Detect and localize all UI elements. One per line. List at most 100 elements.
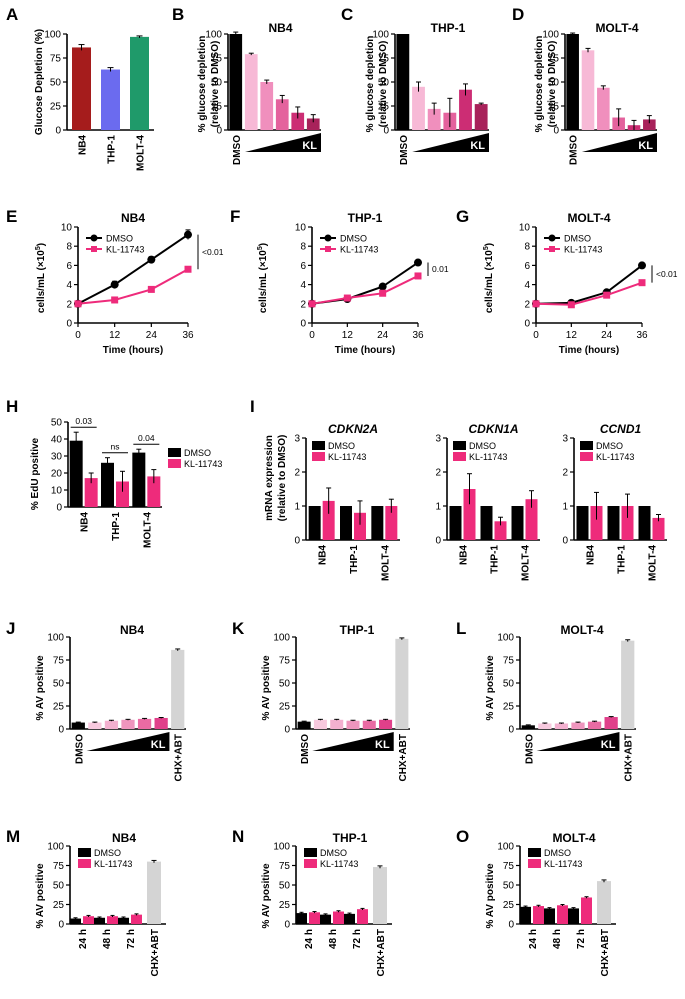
x-tick-label-f: 0 (309, 330, 315, 341)
x-tick-label-m: 48 h (102, 929, 113, 949)
bar-l (554, 723, 569, 729)
point-kl-e (111, 296, 119, 304)
ylabel-b-line2: (relative to DMSO) (210, 41, 221, 128)
x-tick-label-dmso-j: DMSO (74, 734, 85, 764)
x-tick-label-g: 24 (601, 330, 613, 341)
legend-label-dmso-i3: DMSO (596, 441, 623, 451)
bar-l (604, 717, 618, 729)
x-tick-label-i3: THP-1 (617, 545, 628, 574)
bar-l (587, 721, 602, 729)
y-tick-label-i3: 2 (562, 468, 568, 479)
point-kl-f (414, 272, 422, 280)
dose-wedge-label-d: KL (638, 140, 653, 152)
point-kl-g (603, 291, 611, 299)
y-tick-label-j: 100 (47, 633, 64, 644)
bar-dmso-m (118, 917, 129, 924)
bar-l (571, 722, 585, 729)
legend-label-dmso-h: DMSO (184, 448, 211, 458)
y-tick-label-k: 25 (279, 702, 291, 713)
y-tick-label-k: 100 (273, 633, 290, 644)
y-tick-label-i2: 2 (435, 468, 441, 479)
legend-label-dmso-i2: DMSO (469, 441, 496, 451)
x-tick-label-g: 36 (636, 330, 648, 341)
x-tick-label-i1: MOLT-4 (380, 545, 391, 581)
x-tick-label-h: NB4 (80, 512, 91, 532)
bar-dmso-m (70, 918, 81, 924)
y-tick-label-j: 75 (53, 656, 65, 667)
bar-c (459, 89, 472, 130)
ylabel-f: cells/mL (×105) (257, 243, 269, 313)
bar-kl-o (557, 905, 568, 924)
bar-a (101, 69, 120, 130)
p-value-g: <0.01 (656, 269, 678, 279)
bar-kl-i2 (494, 521, 507, 540)
y-tick-label-n: 25 (279, 900, 291, 911)
y-tick-label-i1: 3 (294, 434, 300, 445)
point-kl-f (379, 289, 387, 297)
y-tick-label-l: 75 (503, 656, 515, 667)
x-tick-label-o: 72 h (576, 929, 587, 949)
point-kl-g (532, 300, 540, 308)
bar-kl-h (147, 476, 161, 507)
legend-label-dmso-n: DMSO (320, 848, 347, 858)
x-tick-label-a: THP-1 (107, 135, 118, 164)
ylabel-e: cells/mL (×105) (35, 243, 47, 313)
ylabel-n: % AV positive (261, 863, 272, 928)
legend-label-kl-n: KL-11743 (320, 859, 358, 869)
y-tick-label-n: 100 (273, 842, 290, 853)
series-line-dmso-g (535, 264, 643, 305)
x-tick-label-n: 72 h (352, 929, 363, 949)
y-tick-label-f: 6 (300, 261, 306, 272)
x-tick-label-e: 36 (182, 330, 194, 341)
bar-b (260, 82, 274, 130)
legend-swatch-kl-o (528, 859, 541, 868)
p-value-h: 0.03 (75, 416, 92, 426)
y-tick-label-l: 25 (503, 702, 515, 713)
bar-dmso-i3 (576, 506, 589, 540)
p-value-e: <0.01 (202, 247, 224, 257)
legend-label-dmso-g: DMSO (564, 234, 591, 244)
legend-marker-dmso-e (90, 234, 98, 242)
dose-wedge-label-k: KL (375, 739, 390, 751)
dose-wedge-j (86, 732, 170, 751)
x-tick-label-f: 12 (342, 330, 354, 341)
y-tick-label-d: 25 (548, 102, 560, 113)
y-tick-label-c: 100 (372, 30, 389, 41)
legend-marker-kl-f (325, 246, 331, 252)
bar-dmso-n (344, 913, 355, 924)
y-tick-label-i2: 1 (435, 502, 441, 513)
series-line-kl-f (311, 275, 419, 305)
ylabel-k: % AV positive (261, 655, 272, 720)
legend-swatch-dmso-m (78, 848, 91, 857)
y-tick-label-g: 2 (524, 299, 530, 310)
x-tick-label-chxabt-n: CHX+ABT (376, 929, 387, 977)
y-tick-label-a: 75 (50, 54, 62, 65)
y-tick-label-c: 75 (378, 54, 390, 65)
cellsml-exp: 5 (257, 246, 264, 250)
static-text-layer: A B C D E F G H I J K L M N O Glucose De… (6, 5, 558, 929)
bar-j (137, 718, 152, 729)
bar-l (621, 640, 635, 729)
y-tick-label-e: 8 (66, 242, 72, 253)
panel-label-n: N (232, 827, 244, 846)
bar-kl-o (533, 906, 544, 924)
y-tick-label-b: 100 (205, 30, 222, 41)
legend-swatch-dmso-h (168, 448, 181, 457)
chart-title-l: MOLT-4 (560, 623, 603, 637)
bar-kl-m (83, 916, 94, 924)
dose-wedge-b (245, 133, 321, 152)
y-tick-label-o: 25 (503, 900, 515, 911)
y-tick-label-i3: 3 (562, 434, 568, 445)
bar-kl-i1 (385, 506, 398, 540)
cellsml-exp: 5 (35, 246, 42, 250)
svg-text:cells/mL (×105): cells/mL (×105) (257, 243, 269, 313)
y-tick-label-h: 30 (51, 452, 63, 463)
legend-swatch-dmso-i2 (453, 441, 466, 450)
bar-k (346, 720, 360, 729)
y-tick-label-e: 10 (61, 223, 73, 234)
bar-dmso-i2 (449, 506, 462, 540)
bar-kl-i3 (652, 517, 665, 540)
series-line-kl-e (77, 268, 189, 305)
bar-control-n (373, 867, 387, 924)
point-dmso-e (184, 230, 192, 239)
